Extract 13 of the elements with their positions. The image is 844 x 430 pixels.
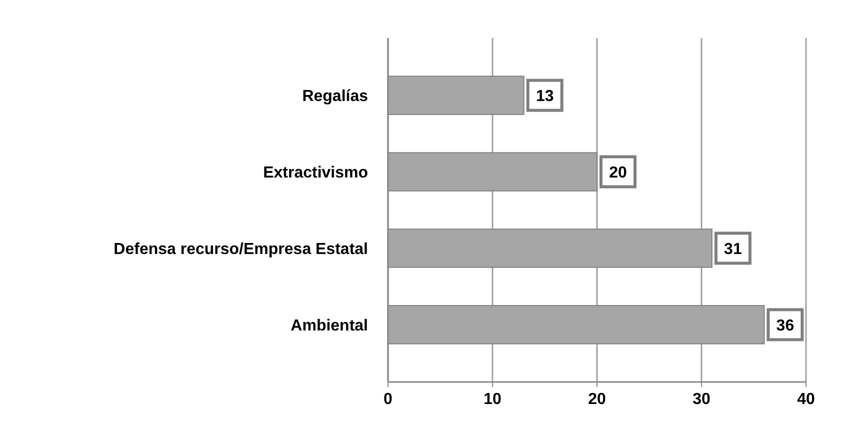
x-tick-label: 30 (692, 391, 710, 408)
data-label: 20 (609, 164, 627, 182)
y-tick-label: Regalías (302, 88, 368, 105)
data-label: 36 (776, 317, 794, 334)
y-tick-label: Extractivismo (263, 164, 368, 182)
data-label: 31 (724, 240, 742, 258)
x-tick-label: 0 (384, 391, 393, 408)
x-tick-label: 20 (588, 391, 606, 408)
data-label: 13 (536, 88, 554, 105)
y-tick-label: Ambiental (290, 317, 368, 334)
x-tick-label: 40 (797, 391, 815, 408)
x-tick-label: 10 (484, 391, 502, 408)
y-tick-label: Defensa recurso/Empresa Estatal (114, 240, 368, 258)
